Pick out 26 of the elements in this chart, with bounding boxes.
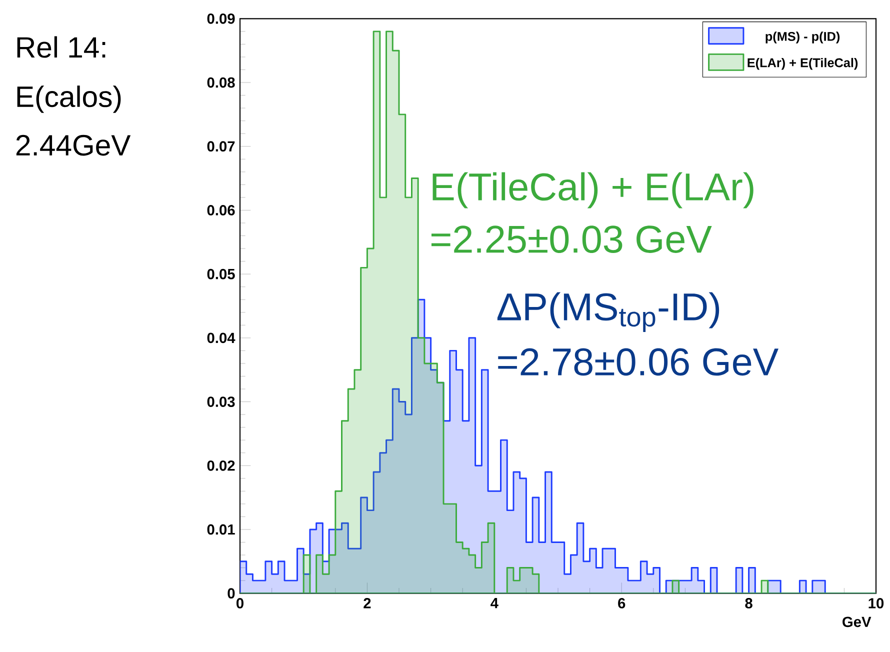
annotation: =2.78±0.06 GeV: [498, 348, 778, 376]
text: Rel 14:: [17, 36, 106, 58]
y-tick-label: 0.01: [207, 524, 235, 535]
text: E(calos): [17, 86, 121, 113]
legend-label: E(LAr) + E(TileCal): [748, 58, 858, 70]
x-tick-label: 10: [868, 598, 884, 608]
annotation: E(TileCal) + E(LAr): [432, 172, 754, 208]
y-tick-label: 0.08: [207, 77, 235, 88]
annotation: ΔP(MS$_{top}$-ID): [497, 292, 720, 332]
x-axis-title: GeV: [842, 616, 872, 628]
text: 2.44GeV: [16, 134, 131, 156]
y-tick-label: 0.06: [207, 205, 235, 216]
y-tick-label: 0.04: [207, 332, 236, 344]
y-tick-label: 0: [228, 588, 235, 599]
x-tick-label: 6: [618, 598, 626, 608]
x-tick-label: 8: [745, 598, 752, 608]
x-tick-label: 4: [490, 598, 498, 608]
y-tick-label: 0.05: [207, 268, 235, 280]
annotation: =2.25±0.03 GeV: [431, 226, 712, 253]
y-tick-label: 0.02: [207, 460, 235, 471]
x-tick-label: 2: [364, 598, 371, 608]
y-tick-label: 0.03: [207, 396, 235, 407]
y-tick-label: 0.09: [207, 13, 235, 24]
y-tick-label: 0.07: [207, 141, 235, 152]
x-tick-label: 0: [236, 598, 244, 608]
legend-label: p(MS) - p(ID): [766, 32, 840, 44]
